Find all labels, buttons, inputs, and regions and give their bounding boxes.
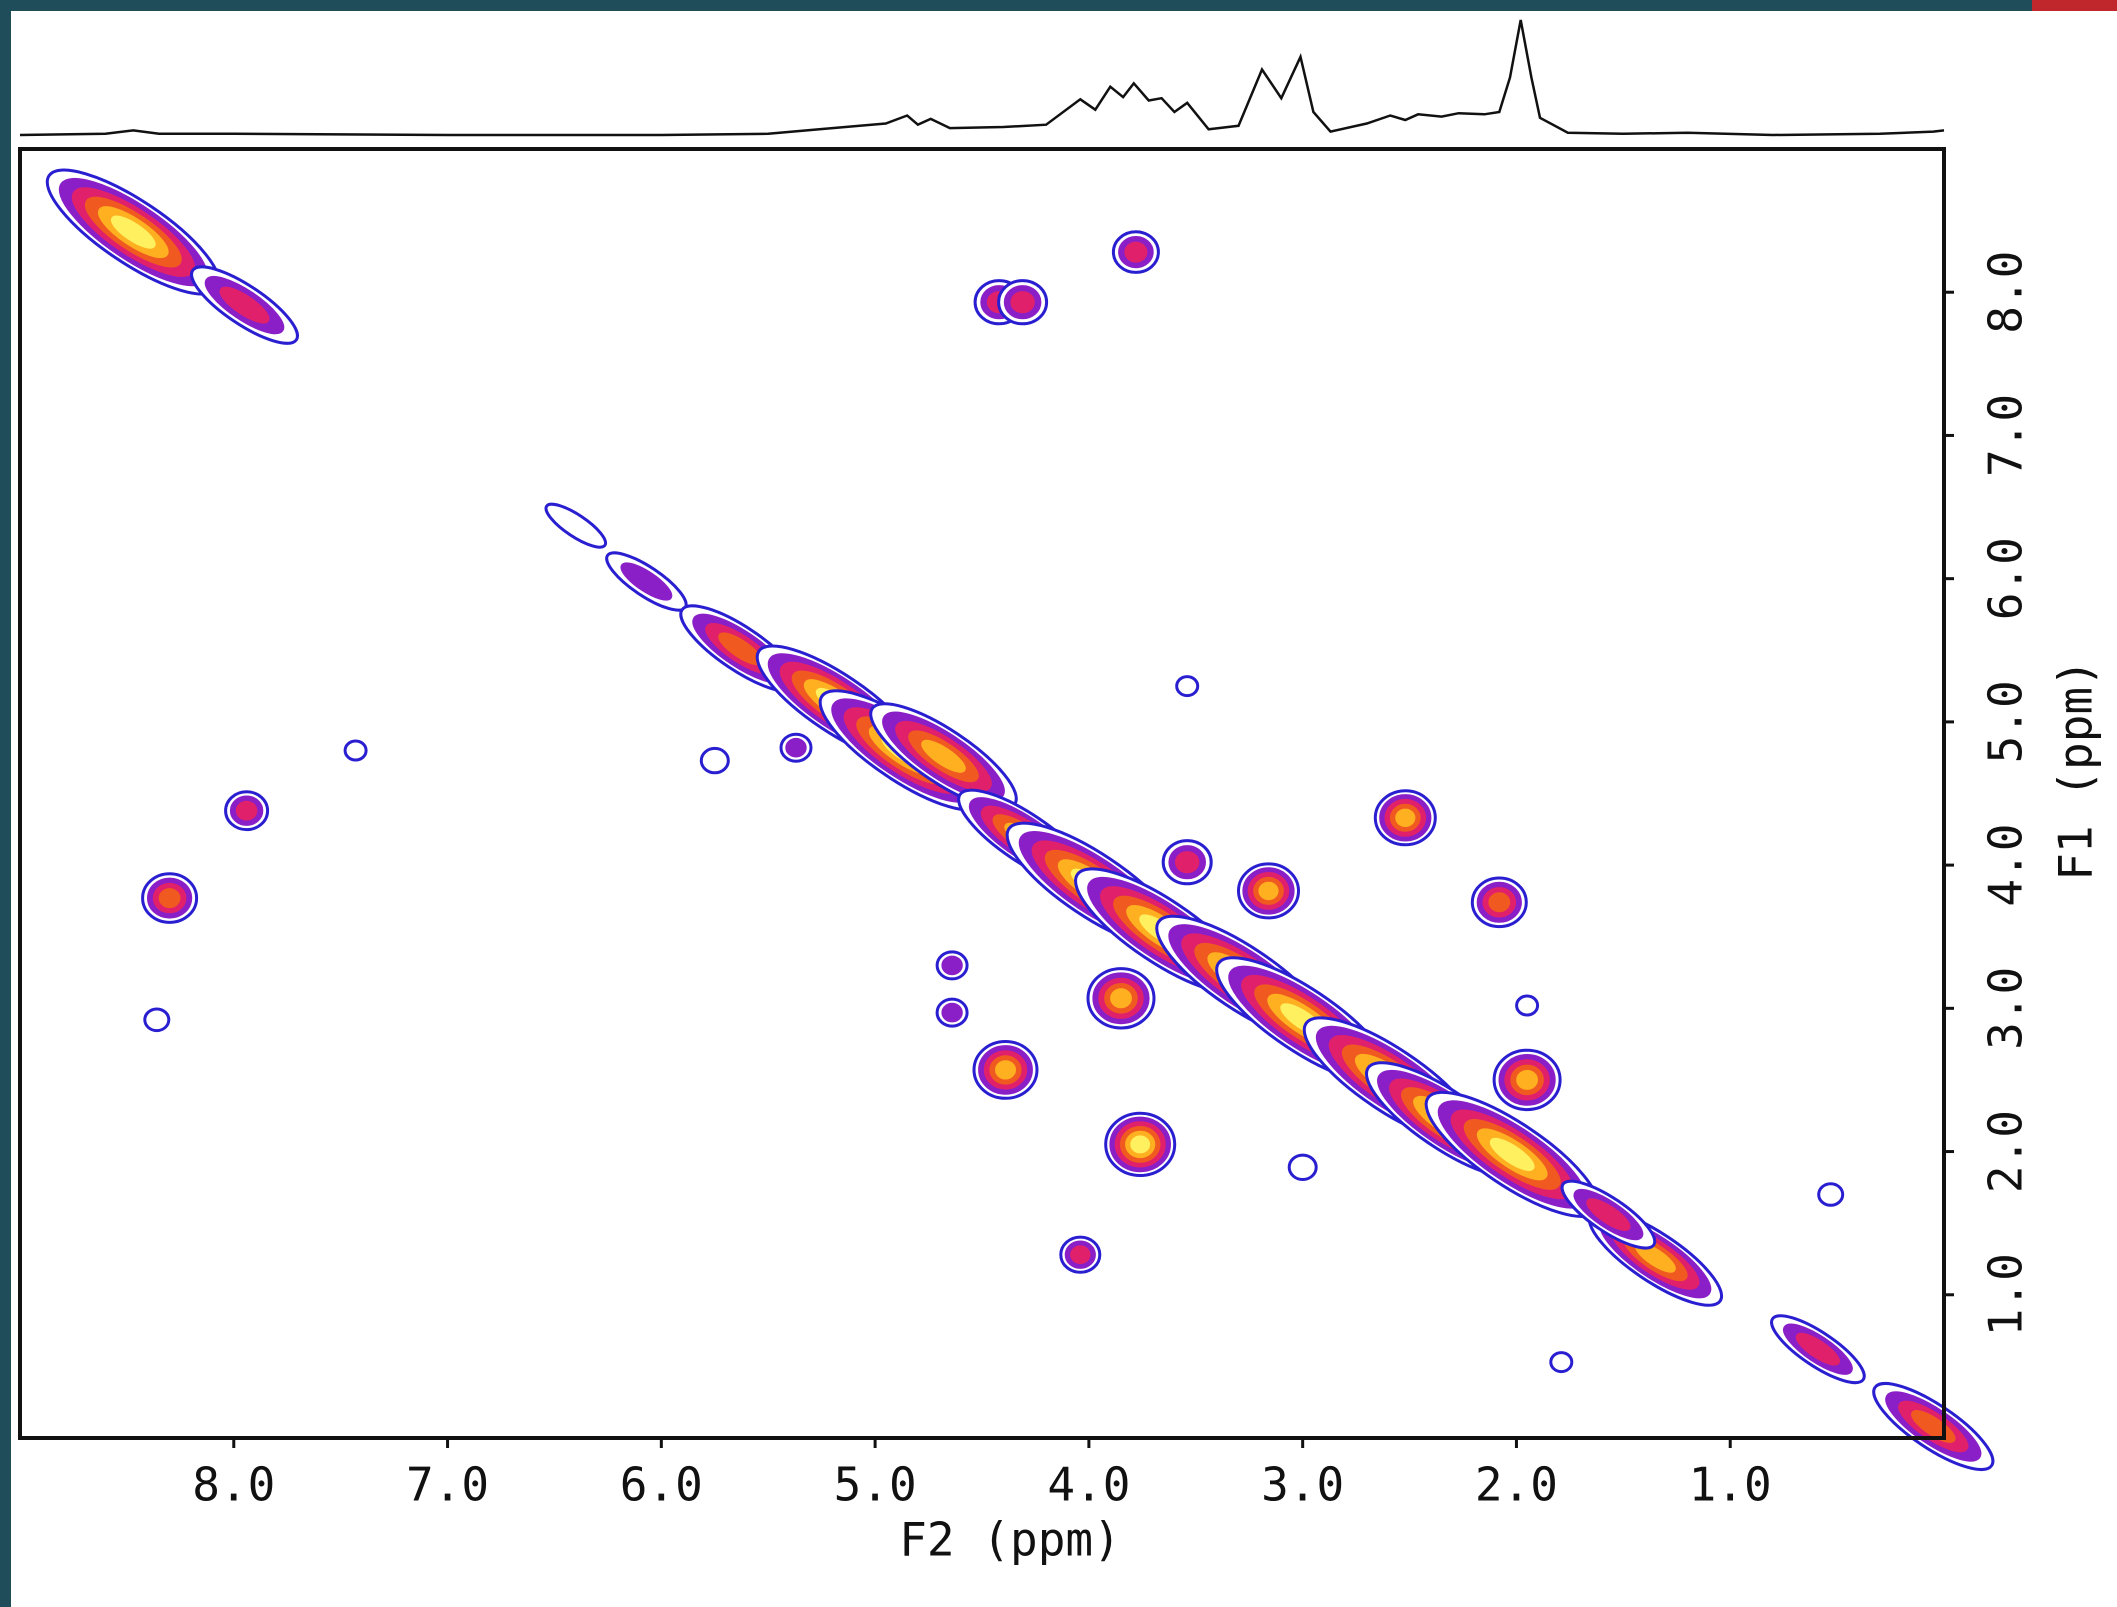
y-tick-label: 8.0 [1979, 251, 2033, 334]
cross-peak [997, 279, 1049, 326]
cross-peak [1515, 994, 1540, 1017]
left-frame [0, 0, 11, 1607]
contour-level [941, 1002, 963, 1023]
contour-level [1795, 1332, 1841, 1366]
contour-level [235, 800, 258, 821]
y-tick-label: 7.0 [1979, 394, 2033, 477]
contour-level [143, 1007, 171, 1033]
cross-peak [1560, 1179, 1657, 1250]
x-axis-label: F2 (ppm) [899, 1513, 1121, 1567]
cross-peak [141, 872, 199, 924]
cross-peak [779, 732, 813, 763]
contour-level [620, 562, 673, 601]
contour-level [1130, 1135, 1151, 1154]
x-tick-label: 3.0 [1261, 1458, 1344, 1512]
cross-peak [869, 702, 1018, 811]
cross-peak [1086, 967, 1156, 1030]
contour-level [1586, 1198, 1631, 1231]
contour-level [785, 737, 807, 758]
y-tick-label: 1.0 [1979, 1253, 2033, 1336]
contour-level [1516, 1069, 1538, 1090]
cross-peak [605, 551, 688, 612]
contour-level [110, 215, 156, 249]
projection-trace [19, 19, 1945, 137]
cross-peak [1470, 876, 1528, 929]
x-tick-label: 1.0 [1689, 1458, 1772, 1512]
contour-level [1287, 1153, 1318, 1182]
contour-level [1070, 1245, 1091, 1264]
cross-peak [1492, 1048, 1562, 1112]
cross-peak [1287, 1153, 1318, 1182]
contour-level [158, 888, 181, 909]
plot-frame [18, 147, 1946, 1440]
cross-peak [1059, 1235, 1102, 1274]
cross-peak [143, 1007, 171, 1033]
x-tick-label: 8.0 [192, 1458, 275, 1512]
contour-level [544, 502, 608, 549]
cross-peak [544, 502, 608, 549]
contour-level [921, 739, 966, 773]
contour-level [1258, 881, 1279, 901]
cross-peak [935, 950, 969, 981]
cross-peak [1161, 839, 1213, 886]
contour-level [219, 286, 270, 324]
contour-level [1515, 994, 1540, 1017]
contour-level [1817, 1182, 1845, 1207]
cross-peak [1237, 862, 1300, 920]
contour-level [343, 739, 368, 762]
cross-peak [1872, 1382, 1995, 1471]
cross-peak [45, 168, 221, 296]
top-frame [0, 0, 2117, 11]
x-tick-label: 6.0 [620, 1458, 703, 1512]
y-tick-label: 6.0 [1979, 537, 2033, 620]
corner-accent [2032, 0, 2117, 11]
contour-level [1175, 675, 1200, 698]
cross-peak [1817, 1182, 1845, 1207]
contour-level [1110, 988, 1132, 1009]
contour-level [1488, 892, 1511, 913]
cross-peak [1549, 1351, 1574, 1374]
y-tick-label: 4.0 [1979, 824, 2033, 907]
contour-level [1549, 1351, 1574, 1374]
contour-level [1010, 291, 1035, 314]
contour-level [1395, 808, 1416, 827]
cross-peak [343, 739, 368, 762]
cross-peak [224, 790, 270, 832]
cross-peak [699, 746, 730, 775]
contour-level [699, 746, 730, 775]
x-tick-label: 2.0 [1475, 1458, 1558, 1512]
cross-peak [1111, 230, 1160, 274]
contour-level [1489, 1137, 1535, 1171]
y-tick-label: 5.0 [1979, 680, 2033, 763]
cross-peak [1424, 1090, 1600, 1218]
plot-area [45, 168, 1995, 1471]
cross-peak [1770, 1314, 1866, 1385]
contour-level [1124, 241, 1148, 263]
y-tick-label: 3.0 [1979, 967, 2033, 1050]
contour-level [941, 955, 963, 976]
cross-peak [190, 265, 299, 345]
y-axis-label: F1 (ppm) [2049, 659, 2103, 881]
x-tick-label: 4.0 [1047, 1458, 1130, 1512]
cross-peak [1373, 789, 1437, 847]
contour-level [1174, 851, 1200, 874]
x-tick-label: 5.0 [834, 1458, 917, 1512]
cross-peak [935, 997, 969, 1028]
y-tick-label: 2.0 [1979, 1110, 2033, 1193]
cross-peak [1175, 675, 1200, 698]
x-tick-label: 7.0 [406, 1458, 489, 1512]
cross-peak [1104, 1111, 1177, 1178]
cross-peak [972, 1040, 1039, 1100]
contour-level [995, 1060, 1016, 1080]
